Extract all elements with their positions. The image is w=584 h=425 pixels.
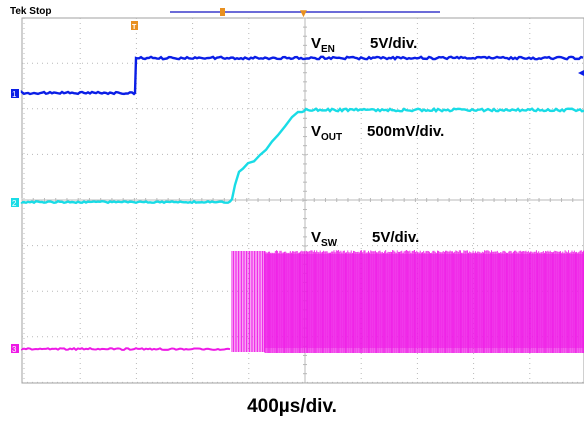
trace-vout bbox=[22, 109, 584, 203]
trace-vsw-envelope bbox=[265, 254, 584, 348]
ch2-scale-label: 500mV/div. bbox=[367, 123, 444, 140]
ch2-name-label: VOUT bbox=[311, 123, 342, 143]
trace-ven bbox=[22, 57, 583, 94]
waveform-traces bbox=[22, 57, 584, 353]
ch1-ground-marker-label: 1 bbox=[12, 90, 17, 99]
timebase-label: 400µs/div. bbox=[0, 396, 584, 418]
trace-vsw-idle bbox=[22, 348, 230, 350]
ch3-ground-marker-label: 3 bbox=[12, 345, 17, 354]
ch3-scale-label: 5V/div. bbox=[372, 229, 419, 246]
trace-vsw-burst bbox=[232, 251, 264, 352]
ch2-ground-marker-label: 2 bbox=[12, 199, 17, 208]
status-text: Tek Stop bbox=[10, 6, 51, 17]
ch1-name-label: VEN bbox=[311, 35, 335, 55]
ch2-name-main: V bbox=[311, 123, 321, 140]
record-view-window-marker bbox=[220, 8, 225, 16]
ch3-name-main: V bbox=[311, 229, 321, 246]
ch3-name-sub: SW bbox=[321, 238, 338, 249]
trigger-level-marker bbox=[578, 70, 584, 76]
ch1-scale-label: 5V/div. bbox=[370, 35, 417, 52]
ch1-name-main: V bbox=[311, 35, 321, 52]
trigger-position-label: T bbox=[132, 24, 137, 31]
ch1-name-sub: EN bbox=[321, 44, 335, 55]
ch2-name-sub: OUT bbox=[321, 132, 342, 143]
ch3-name-label: VSW bbox=[311, 229, 338, 249]
